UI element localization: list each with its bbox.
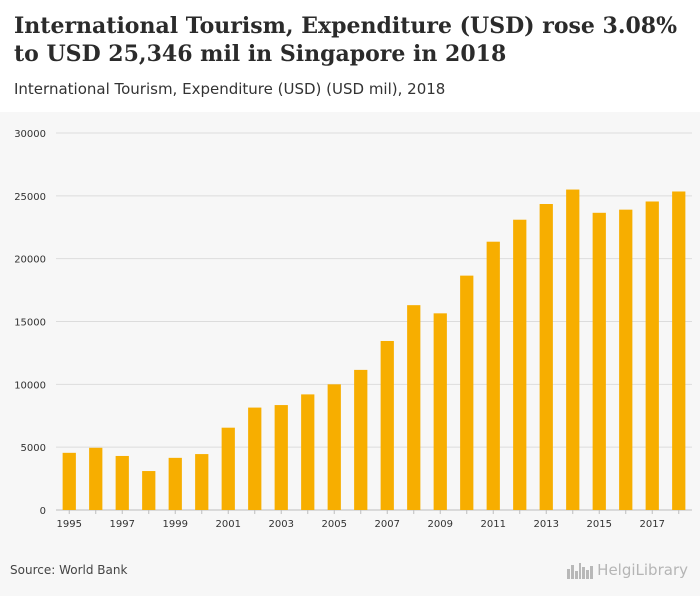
brand-name: HelgiLibrary: [597, 561, 688, 579]
chart-subtitle: International Tourism, Expenditure (USD)…: [14, 80, 446, 98]
x-tick-label: 2013: [534, 519, 559, 530]
x-tick-label: 1997: [110, 519, 135, 530]
y-tick-label: 10000: [14, 380, 46, 391]
bar: [62, 452, 76, 510]
chart-title: International Tourism, Expenditure (USD)…: [14, 13, 678, 67]
header: International Tourism, Expenditure (USD)…: [0, 0, 700, 112]
bar: [407, 305, 421, 510]
bar: [513, 219, 527, 510]
y-tick-label: 25000: [14, 192, 46, 203]
x-tick-label: 2015: [587, 519, 612, 530]
x-tick-label: 2011: [481, 519, 506, 530]
bar: [354, 369, 368, 510]
bar: [486, 241, 500, 510]
bar: [380, 340, 394, 510]
x-tick-label: 2003: [269, 519, 294, 530]
bar: [168, 457, 182, 510]
bar: [619, 209, 633, 510]
x-tick-label: 2001: [216, 519, 241, 530]
bar: [221, 427, 235, 510]
y-tick-label: 20000: [14, 255, 46, 266]
y-tick-label: 30000: [14, 129, 46, 140]
x-tick-label: 2007: [375, 519, 400, 530]
y-tick-label: 15000: [14, 318, 46, 329]
bar: [115, 455, 129, 510]
bar: [89, 447, 103, 510]
brand-logo: HelgiLibrary: [567, 561, 688, 579]
bar: [645, 201, 659, 510]
x-tick-label: 2009: [428, 519, 453, 530]
bar: [301, 394, 315, 510]
bar: [433, 313, 447, 510]
bar-chart: 0 5000 10000 15000 20000 25000 30000 1995 1997 19…: [14, 129, 692, 530]
x-tick-label: 1995: [57, 519, 82, 530]
bar: [539, 204, 553, 511]
bar: [195, 454, 209, 510]
bar: [327, 384, 341, 510]
source-note: Source: World Bank: [10, 563, 128, 577]
y-tick-label: 0: [40, 506, 46, 517]
city-skyline-icon: [567, 563, 594, 579]
chart-area: 0 5000 10000 15000 20000 25000 30000 1995 1997 19…: [0, 112, 700, 596]
x-tick-label: 1999: [163, 519, 188, 530]
bar: [566, 189, 580, 511]
bar: [460, 275, 474, 510]
y-tick-label: 5000: [21, 443, 46, 454]
bar: [592, 212, 606, 510]
bar: [274, 405, 288, 510]
bar: [142, 471, 156, 510]
x-tick-label: 2005: [322, 519, 347, 530]
bar: [248, 407, 262, 510]
bar: [672, 191, 686, 510]
x-tick-label: 2017: [640, 519, 665, 530]
